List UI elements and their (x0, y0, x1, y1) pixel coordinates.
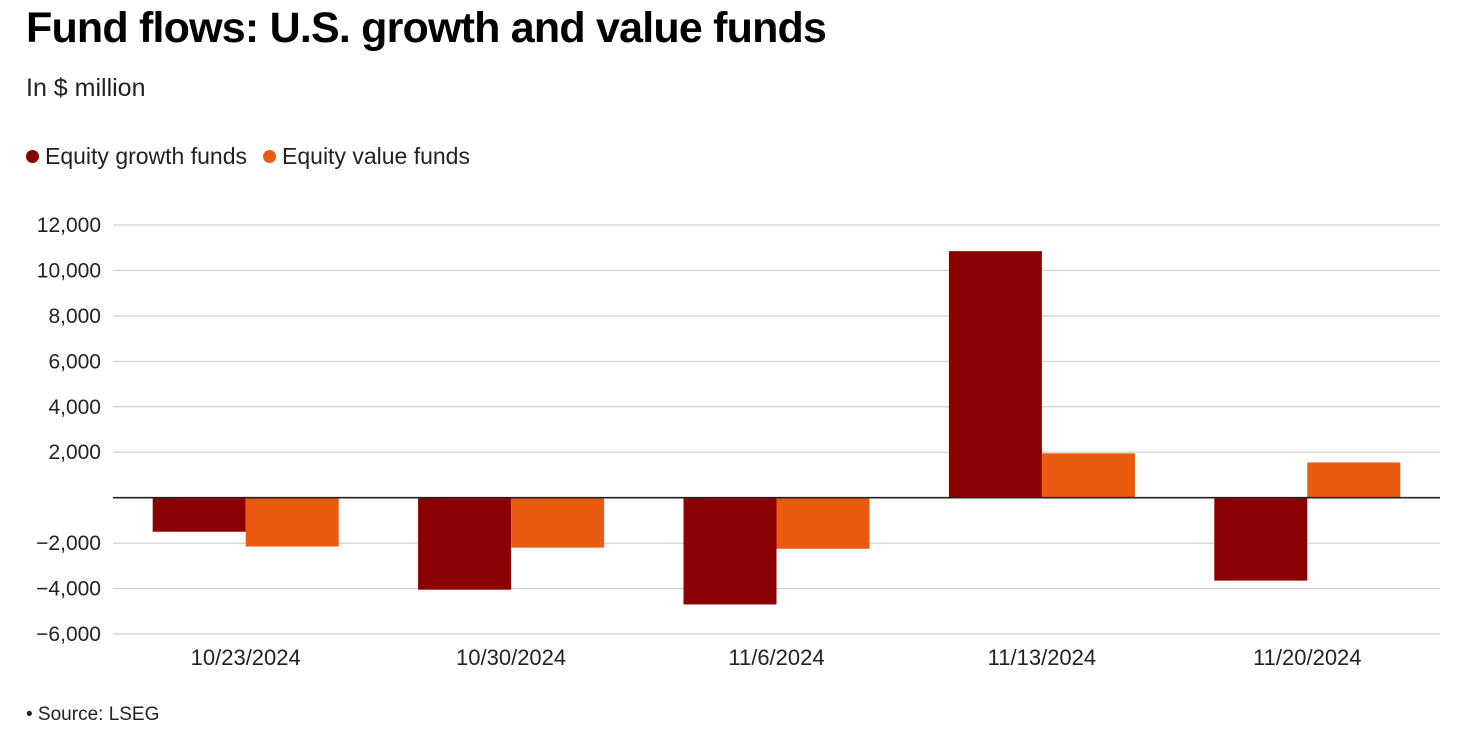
bar-growth (683, 497, 777, 605)
bar-value (245, 497, 339, 547)
y-tick-label: 4,000 (48, 396, 101, 419)
y-tick-label: 6,000 (48, 350, 101, 373)
bars (152, 251, 1401, 605)
y-tick-label: −2,000 (36, 532, 101, 555)
x-tick-label: 11/20/2024 (1253, 645, 1361, 670)
x-axis-ticks: 10/23/2024 10/30/2024 11/6/2024 11/13/2024 1… (191, 645, 1362, 670)
bar-value (1041, 453, 1135, 498)
chart-legend: Equity growth funds Equity value funds (26, 143, 486, 170)
bar-value (776, 497, 870, 549)
legend-label-value: Equity value funds (282, 143, 470, 169)
x-tick-label: 11/13/2024 (988, 645, 1096, 670)
x-tick-label: 11/6/2024 (728, 645, 824, 670)
bar-growth (948, 251, 1042, 498)
legend-item-growth: Equity growth funds (26, 143, 247, 170)
bar-value (1307, 462, 1401, 498)
chart-subtitle: In $ million (26, 74, 146, 102)
source-note: • Source: LSEG (26, 704, 160, 725)
x-tick-label: 10/30/2024 (456, 645, 566, 670)
x-tick-label: 10/23/2024 (191, 645, 301, 670)
legend-item-value: Equity value funds (263, 143, 470, 170)
legend-label-growth: Equity growth funds (45, 143, 248, 169)
legend-dot-growth (26, 150, 39, 163)
bar-growth (1214, 497, 1308, 581)
y-tick-label: 8,000 (48, 305, 101, 328)
y-axis-ticks: 12,000 10,000 8,000 6,000 4,000 2,000 −2,000 −4… (36, 214, 101, 646)
y-tick-label: −6,000 (36, 623, 101, 646)
chart-title: Fund flows: U.S. growth and value funds (26, 4, 827, 52)
y-tick-label: 10,000 (37, 259, 101, 282)
bar-growth (152, 497, 246, 532)
y-tick-label: 12,000 (37, 214, 101, 237)
y-tick-label: 2,000 (48, 441, 101, 464)
bar-chart: 12,000 10,000 8,000 6,000 4,000 2,000 −2,000 −4… (36, 214, 1440, 670)
bar-value (511, 497, 605, 548)
y-tick-label: −4,000 (36, 578, 101, 601)
bar-growth (418, 497, 512, 590)
legend-dot-value (263, 150, 277, 163)
